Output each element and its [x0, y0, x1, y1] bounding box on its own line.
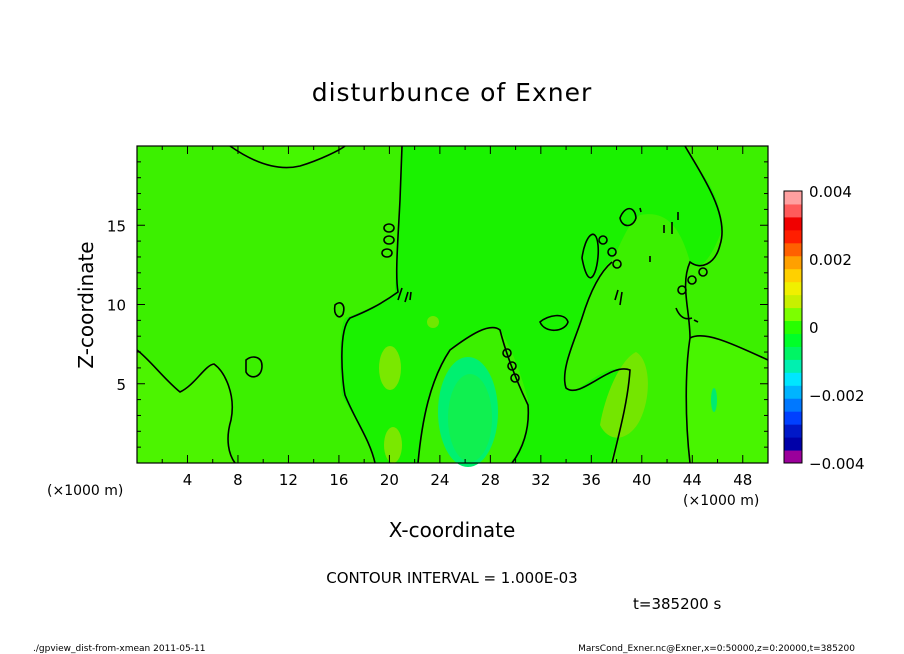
colorbar-swatch — [784, 203, 802, 218]
x-unit-left: (×1000 m) — [47, 483, 123, 499]
contour-left-lower — [136, 349, 236, 464]
footer-right: MarsCond_Exner.nc@Exner,x=0:50000,z=0:20… — [578, 644, 855, 654]
colorbar-tick-labels: 0.004 0.002 0 −0.002 −0.004 — [809, 183, 865, 473]
colorbar-swatch — [784, 191, 802, 205]
colorbar-swatch — [784, 229, 802, 244]
contour-right-lower — [689, 334, 769, 361]
x-axis-ticks: 4 8 12 16 20 24 28 32 36 40 44 48 — [161, 146, 752, 489]
yellow-green-blob-2 — [384, 427, 402, 463]
contour-loop-c3 — [612, 259, 622, 269]
x-tick-label: 12 — [279, 471, 298, 489]
colorbar-frame — [783, 190, 803, 464]
contour-loop-b3 — [510, 373, 520, 383]
contour-loop-b2 — [507, 361, 517, 371]
contour-ticks-5 — [675, 307, 699, 323]
top-left-region — [230, 146, 345, 168]
x-tick-label: 48 — [733, 471, 752, 489]
colorbar-tick-label: −0.002 — [809, 387, 865, 405]
x-tick-label: 8 — [233, 471, 243, 489]
contour-loop-a3 — [381, 248, 393, 258]
colorbar-swatch — [784, 242, 802, 257]
x-tick-label: 4 — [183, 471, 193, 489]
contour-loop-c1 — [598, 235, 608, 245]
y-tick-label: 15 — [107, 217, 126, 235]
footer-left: ./gpview_dist-from-xmean 2011-05-11 — [33, 644, 205, 654]
contour-island-2 — [333, 302, 345, 318]
colorbar-swatch — [784, 255, 802, 270]
contour-interval: CONTOUR INTERVAL = 1.000E-03 — [326, 569, 577, 587]
chart-title: disturbunce of Exner — [312, 78, 593, 107]
colorbar-swatch — [784, 424, 802, 438]
contour-island-3 — [539, 314, 569, 332]
colorbar-swatch — [784, 385, 802, 399]
contour-loop-d3 — [698, 267, 708, 277]
contour-ticks-3 — [397, 287, 412, 303]
left-lower-region — [137, 350, 235, 463]
contour-mid-right — [563, 261, 631, 464]
right-lower-region — [686, 335, 768, 463]
contour-ticks-2 — [639, 207, 651, 262]
y-tick-label: 5 — [116, 376, 126, 394]
colorbar-swatch — [784, 411, 802, 425]
x-axis-label: X-coordinate — [389, 518, 516, 542]
yellow-green-blob-1 — [379, 346, 401, 390]
x-tick-label: 28 — [481, 471, 500, 489]
contour-loop-b1 — [502, 348, 512, 358]
contour-loop-a2 — [383, 235, 395, 245]
x-mark-blob — [427, 316, 439, 328]
y-axis-ticks: 5 10 15 — [107, 161, 768, 448]
x-tick-label: 24 — [430, 471, 449, 489]
contour-lines — [136, 145, 769, 464]
contour-loop-d2 — [687, 275, 697, 285]
colorbar-swatch — [784, 216, 802, 231]
colorbar-swatch — [784, 372, 802, 386]
contour-loop-d1 — [677, 285, 687, 295]
x-tick-label: 36 — [582, 471, 601, 489]
colorbar-swatch — [784, 346, 802, 360]
colorbar-swatch — [784, 437, 802, 451]
colorbar — [783, 190, 803, 464]
contour-top-left — [229, 145, 346, 169]
cyan-speck — [711, 388, 717, 412]
inner-core — [448, 374, 492, 462]
contour-right-main — [684, 145, 723, 464]
colorbar-swatch — [784, 333, 802, 347]
x-tick-label: 44 — [683, 471, 702, 489]
colorbar-swatch — [784, 450, 802, 464]
plot-area — [136, 145, 769, 467]
contour-island-4 — [619, 207, 637, 227]
colorbar-tick-label: 0 — [809, 319, 819, 337]
time-label: t=385200 s — [633, 595, 721, 613]
colorbar-tick-label: 0.004 — [809, 183, 852, 201]
colorbar-swatch — [784, 398, 802, 412]
y-tick-label: 10 — [107, 297, 126, 315]
colorbar-swatch — [784, 359, 802, 373]
x-tick-label: 20 — [380, 471, 399, 489]
colorbar-swatch — [784, 294, 802, 309]
x-tick-label: 16 — [329, 471, 348, 489]
contour-island-5 — [581, 233, 600, 279]
colorbar-tick-label: 0.002 — [809, 251, 852, 269]
colorbar-swatch — [784, 307, 802, 322]
x-tick-label: 32 — [531, 471, 550, 489]
contour-island-1 — [245, 356, 263, 378]
colorbar-tick-label: −0.004 — [809, 455, 865, 473]
contour-ticks-1 — [663, 212, 679, 234]
colorbar-swatch — [784, 268, 802, 283]
contour-loop-a1 — [383, 223, 395, 233]
yellow-green-blob-3 — [600, 352, 648, 438]
x-unit-right: (×1000 m) — [683, 493, 759, 509]
colorbar-swatch — [784, 320, 802, 334]
colorbar-swatch — [784, 281, 802, 296]
contour-central-core — [417, 326, 530, 464]
x-tick-label: 40 — [632, 471, 651, 489]
contour-loop-c2 — [607, 247, 617, 257]
contour-central-left — [341, 145, 403, 464]
contour-ticks-4 — [614, 289, 623, 306]
y-axis-label: Z-coordinate — [74, 241, 98, 368]
